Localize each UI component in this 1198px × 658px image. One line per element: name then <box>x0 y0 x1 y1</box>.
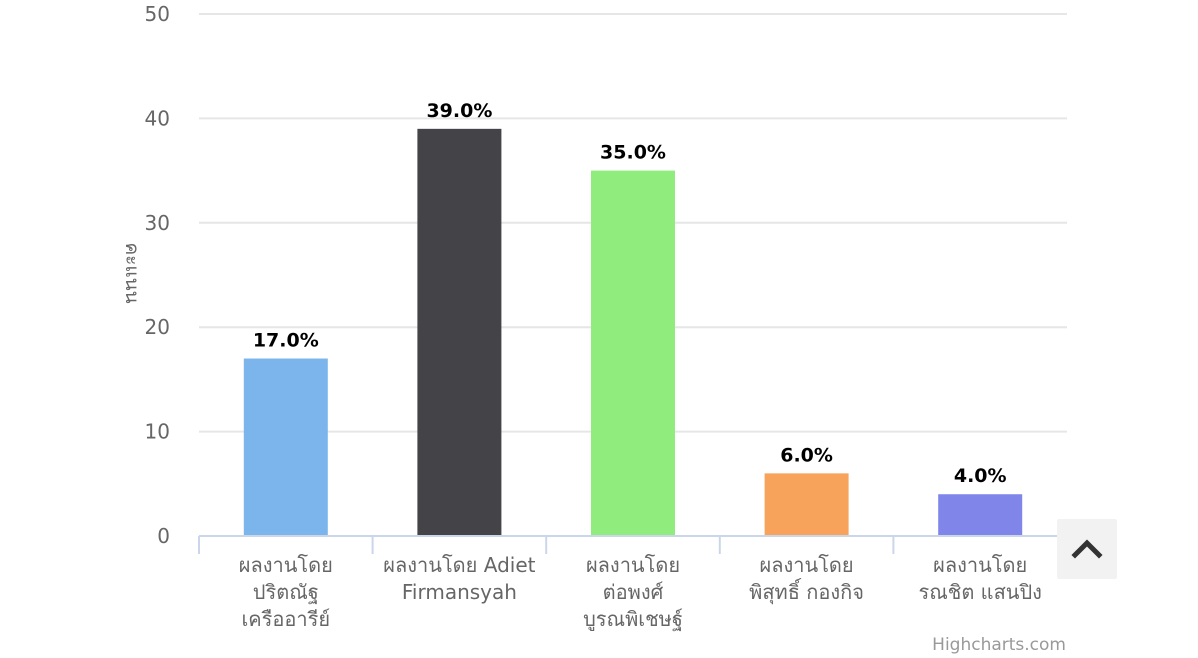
bar <box>938 494 1023 536</box>
data-labels: 17.0% 39.0% 35.0% 6.0% 4.0% <box>253 100 1007 487</box>
x-category-label: ผลงานโดยรณชิต แสนปิง <box>918 553 1041 604</box>
bar <box>591 170 675 536</box>
y-axis-ticks: 0 10 20 30 40 50 <box>145 2 170 548</box>
x-category-label: ผลงานโดยพิสุทธิ์ กองกิจ <box>749 553 864 605</box>
data-label: 6.0% <box>780 444 833 466</box>
y-tick-label: 20 <box>145 315 170 339</box>
scroll-to-top-button[interactable] <box>1057 519 1117 579</box>
data-label: 4.0% <box>954 465 1007 487</box>
y-tick-label: 30 <box>145 211 170 235</box>
data-label: 39.0% <box>426 100 492 122</box>
chevron-up-icon <box>1071 539 1103 559</box>
x-axis-categories: ผลงานโดยปริตณัฐเครืออารีย์ ผลงานโดย Adiet… <box>239 553 1042 632</box>
x-category-label: ผลงานโดย Adiet Firmansyah <box>383 553 535 604</box>
data-label: 35.0% <box>600 142 666 164</box>
y-tick-label: 0 <box>157 524 170 548</box>
y-tick-label: 50 <box>145 2 170 26</box>
x-axis-ticks <box>198 536 1068 554</box>
y-tick-label: 40 <box>145 106 170 130</box>
y-tick-label: 10 <box>145 420 170 444</box>
bars <box>243 128 1023 536</box>
bar <box>243 358 328 536</box>
bar <box>764 473 849 536</box>
x-category-label: ผลงานโดยปริตณัฐเครืออารีย์ <box>239 553 333 631</box>
credits-link[interactable]: Highcharts.com <box>932 635 1066 655</box>
y-axis-title: คะแนน <box>121 242 143 303</box>
x-category-label: ผลงานโดยต่อพงศ์บูรณพิเชษฐ์ <box>583 553 683 632</box>
data-label: 17.0% <box>253 330 319 352</box>
bar <box>417 128 502 536</box>
